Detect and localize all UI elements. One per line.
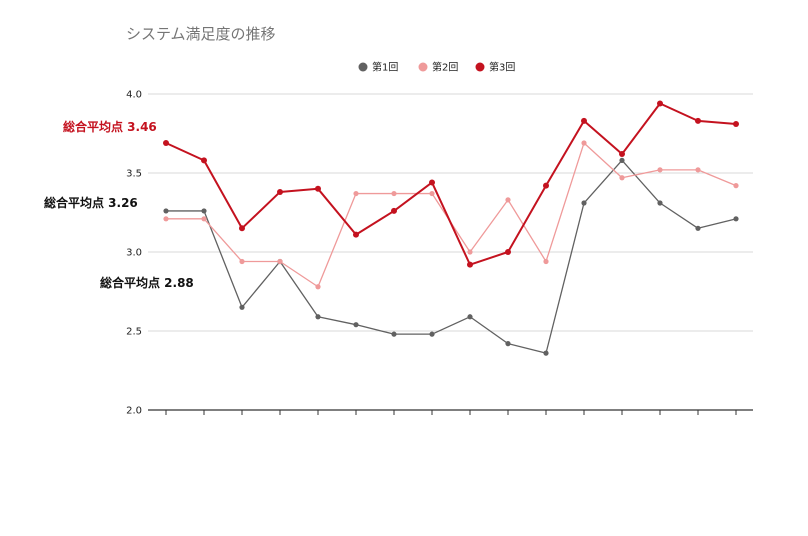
- series-1-point-2: [239, 304, 245, 310]
- series-1-point-12: [619, 157, 625, 163]
- legend-swatch-2: [418, 62, 428, 72]
- annotations: 総合平均点 3.46 総合平均点 3.26 総合平均点 2.88: [44, 119, 194, 290]
- series-3-point-0: [163, 139, 169, 146]
- legend-label-3: 第3回: [489, 61, 515, 74]
- series-1-point-4: [315, 314, 321, 320]
- series-2-point-4: [315, 284, 321, 290]
- series-1-point-14: [695, 225, 701, 231]
- grid: [148, 93, 753, 332]
- series-2-point-1: [201, 216, 207, 222]
- series-line-1: [166, 159, 737, 354]
- legend-label-1: 第1回: [372, 61, 398, 74]
- series-2-point-7: [429, 190, 435, 197]
- legend-swatch-3: [475, 62, 485, 72]
- y-tick-label-1: 2.5: [126, 327, 142, 338]
- annotation-average-1: 総合平均点 3.46: [63, 119, 157, 134]
- series-3-point-14: [695, 117, 701, 124]
- series-3-point-3: [277, 188, 283, 195]
- series-3-point-6: [391, 207, 397, 214]
- legend: 第1回 第2回 第3回: [358, 61, 515, 74]
- plot-area: [163, 100, 739, 356]
- series-3-point-9: [505, 249, 511, 255]
- series-2-point-15: [733, 183, 739, 189]
- x-axis: [148, 409, 753, 415]
- legend-swatch-1: [358, 62, 368, 72]
- series-2-point-13: [657, 167, 663, 173]
- series-3-point-4: [315, 185, 321, 192]
- y-tick-label-3: 3.5: [126, 169, 142, 180]
- series-3-point-10: [543, 182, 549, 189]
- series-3-point-13: [657, 100, 663, 107]
- legend-label-2: 第2回: [432, 61, 458, 74]
- series-2-point-5: [353, 190, 359, 197]
- series-2-point-9: [505, 197, 511, 203]
- y-tick-label-0: 2.0: [126, 406, 142, 417]
- series-2-point-0: [163, 216, 169, 222]
- series-1-point-1: [201, 208, 207, 214]
- series-2-point-6: [391, 190, 397, 197]
- series-line-3: [165, 102, 737, 266]
- series-3-point-1: [201, 157, 207, 164]
- series-1-point-9: [505, 341, 511, 347]
- series-3-point-11: [581, 117, 587, 124]
- y-axis: 2.0 2.5 3.0 3.5 4.0: [126, 90, 142, 417]
- series-1-point-5: [353, 322, 359, 328]
- series-1-point-7: [429, 331, 435, 337]
- series-1-point-11: [581, 200, 587, 206]
- series-2-point-11: [581, 140, 587, 146]
- y-tick-label-2: 3.0: [126, 248, 142, 259]
- series-3-point-12: [619, 151, 625, 158]
- series-1-point-6: [391, 331, 397, 337]
- series-2-point-8: [467, 249, 473, 255]
- series-2-point-2: [239, 258, 245, 265]
- annotation-average-2: 総合平均点 3.26: [44, 195, 138, 210]
- series-line-2: [166, 142, 737, 288]
- series-1-point-13: [657, 200, 663, 206]
- series-1-point-0: [163, 208, 169, 214]
- series-3-point-15: [733, 121, 739, 128]
- series-2-point-12: [619, 175, 625, 181]
- series-1-point-15: [733, 216, 739, 222]
- series-1-point-10: [543, 350, 549, 356]
- series-3-point-5: [353, 231, 359, 238]
- series-3-point-2: [239, 225, 245, 232]
- series-1-point-8: [467, 314, 473, 320]
- series-3-point-7: [429, 179, 435, 186]
- series-3-point-8: [467, 261, 473, 268]
- series-2-point-10: [543, 258, 549, 265]
- series-2-point-14: [695, 167, 701, 173]
- chart-title: システム満足度の推移: [126, 25, 276, 43]
- series-2-point-3: [277, 258, 283, 265]
- y-tick-label-4: 4.0: [126, 90, 142, 101]
- annotation-average-3: 総合平均点 2.88: [100, 275, 194, 290]
